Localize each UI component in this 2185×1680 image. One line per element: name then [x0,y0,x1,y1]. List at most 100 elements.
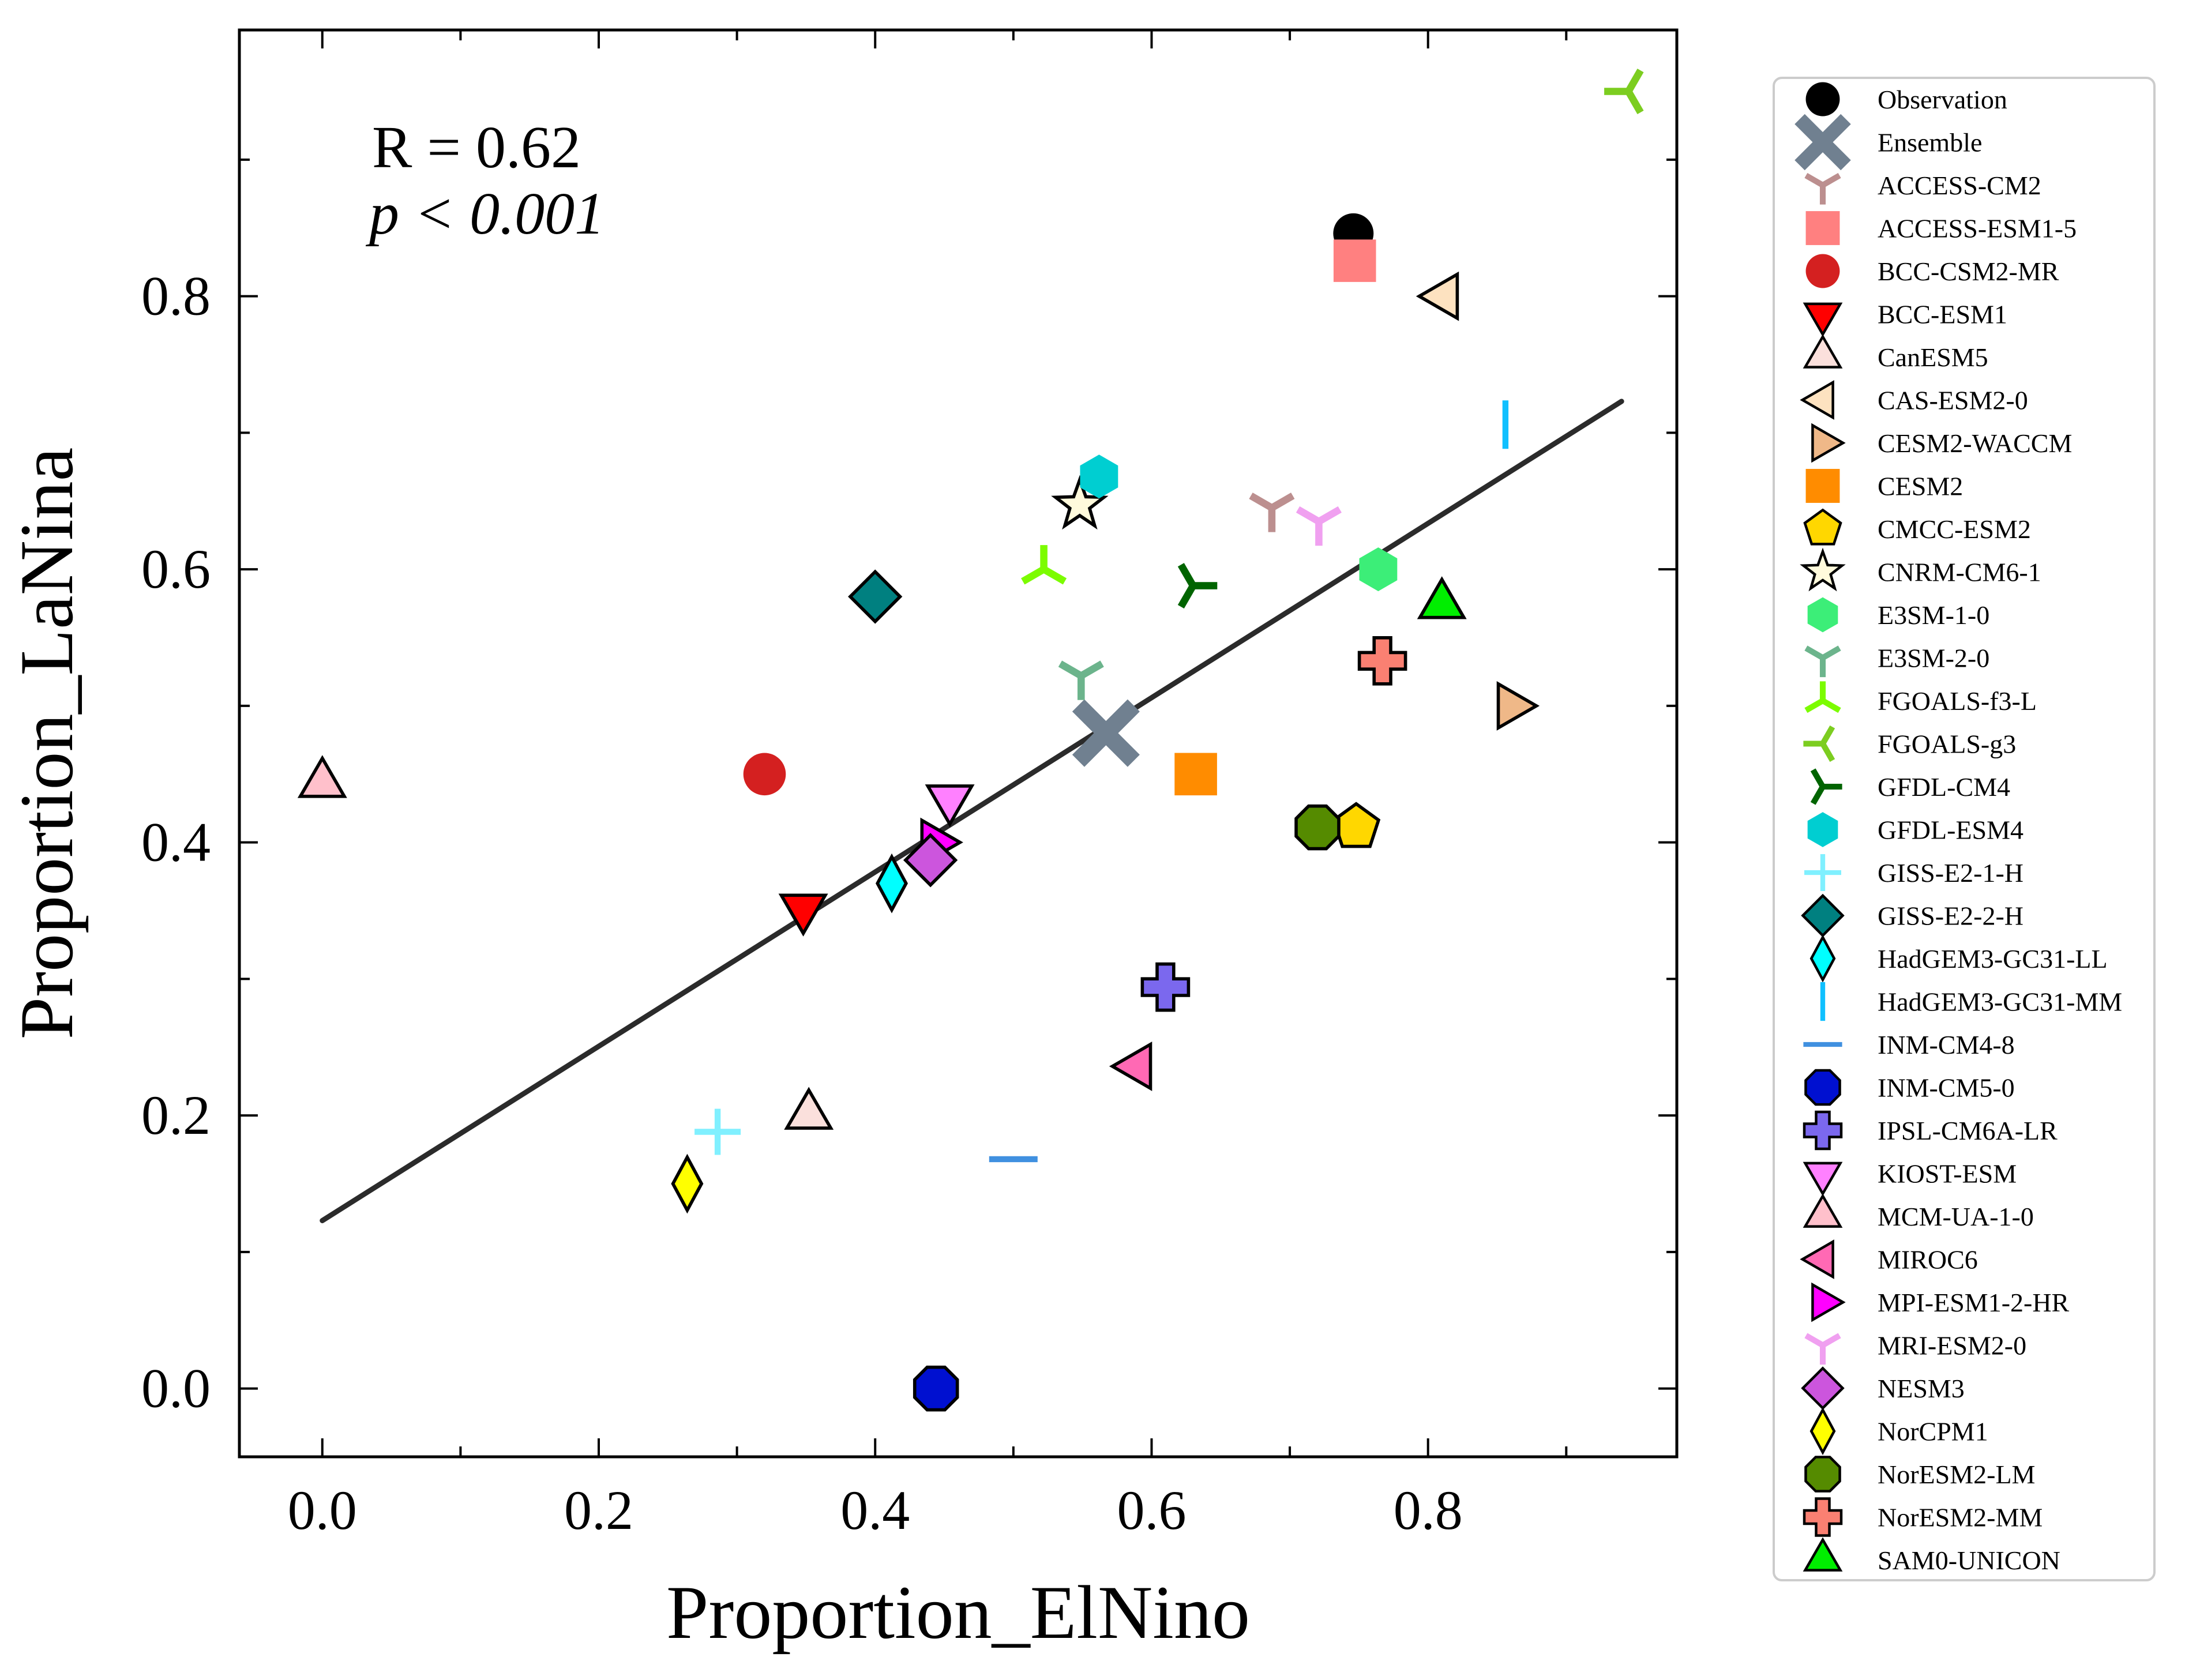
legend-label: Observation [1878,85,2007,114]
point-noresm2-mm [1357,636,1407,686]
legend-item: SAM0-UNICON [1803,1537,2060,1575]
legend-marker-mcm-ua-1-0 [1803,1193,1843,1228]
point-access-cm2 [1249,493,1295,532]
point-ipsl-cm6a-lr [1140,962,1191,1012]
legend-label: CanESM5 [1878,343,1988,372]
regression-line [320,399,1624,1223]
legend-label: KIOST-ESM [1878,1159,2017,1189]
x-tick-label: 0.4 [840,1479,910,1541]
legend-marker-fgoals-f3-l [1804,681,1841,713]
fit-line-layer [320,399,1624,1223]
legend-item: MIROC6 [1800,1239,1978,1279]
legend-marker-ipsl-cm6a-lr [1803,1110,1843,1151]
y-tick-label: 0.6 [141,538,211,600]
legend-item: BCC-ESM1 [1803,300,2007,337]
legend-label: BCC-ESM1 [1878,300,2007,329]
legend-item: CESM2-WACCM [1811,423,2072,463]
legend-marker-observation [1805,82,1840,116]
legend-item: Ensemble [1794,114,1982,171]
point-kiost-esm [925,784,975,828]
legend-item: MPI-ESM1-2-HR [1811,1282,2070,1322]
legend-label: INM-CM5-0 [1878,1073,2015,1103]
legend-item: CNRM-CM6-1 [1800,547,2041,592]
legend-label: NorESM2-MM [1878,1503,2043,1532]
legend-marker-mri-esm2-0 [1804,1333,1841,1365]
y-tick-label: 0.0 [141,1358,211,1419]
legend-marker-bcc-esm1 [1803,302,1843,337]
axis-ticks: 0.0 0.2 0.4 0.6 0.8 0.0 0.2 0.4 0.6 0.8 [141,30,1677,1541]
point-gfdl-cm4 [1177,563,1218,609]
legend-item: GISS-E2-2-H [1801,893,2023,938]
legend-marker-kiost-esm [1803,1162,1843,1197]
point-fgoals-g3 [1604,68,1644,115]
legend-item: MRI-ESM2-0 [1804,1331,2026,1365]
legend-marker-noresm2-mm [1803,1497,1843,1537]
point-gfdl-esm4 [1080,454,1118,499]
legend-item: NorESM2-LM [1804,1456,2035,1493]
x-axis-title: Proportion_ElNino [666,1570,1250,1655]
point-noresm2-lm [1294,804,1341,851]
legend-marker-cesm2 [1805,469,1840,503]
legend-marker-hadgem3-gc31-ll [1809,934,1836,983]
legend-marker-noresm2-lm [1804,1456,1841,1493]
point-cas-esm2-0 [1416,271,1459,321]
legend-label: SAM0-UNICON [1878,1546,2060,1575]
legend-item: GFDL-CM4 [1810,768,2010,805]
legend-item: Observation [1805,82,2007,116]
legend-item: IPSL-CM6A-LR [1803,1110,2058,1151]
legend-box [1773,77,2156,1581]
legend-label: GISS-E2-1-H [1878,858,2023,888]
point-fgoals-f3-l [1021,545,1067,585]
point-mri-esm2-0 [1296,506,1342,546]
legend-label: HadGEM3-GC31-MM [1878,987,2122,1017]
legend-item: INM-CM5-0 [1804,1069,2015,1106]
legend-marker-e3sm-1-0 [1807,597,1838,633]
point-sam0-unicon [1417,576,1467,619]
legend-label: IPSL-CM6A-LR [1878,1116,2058,1145]
point-hadgem3-gc31-ll [876,853,908,914]
legend-marker-sam0-unicon [1803,1537,1843,1572]
point-bcc-csm2-mr [743,753,786,796]
legend-item: NorCPM1 [1809,1407,1988,1456]
legend-marker-cnrm-cm6-1 [1800,547,1846,592]
legend-label: GFDL-ESM4 [1878,815,2023,845]
legend-marker-giss-e2-1-h [1804,854,1841,891]
point-cesm2-waccm [1496,681,1540,731]
legend-label: MCM-UA-1-0 [1878,1202,2034,1231]
legend-item: CESM2 [1805,469,1963,503]
legend: Observation Ensemble ACCESS-CM2 ACCESS-ESM1… [1773,77,2156,1581]
x-tick-label: 0.6 [1117,1479,1186,1541]
legend-item: GFDL-ESM4 [1807,812,2023,847]
legend-label: ACCESS-ESM1-5 [1878,214,2077,243]
legend-marker-miroc6 [1800,1239,1834,1279]
data-points [297,68,1644,1412]
legend-label: E3SM-1-0 [1878,600,1989,630]
legend-item: MCM-UA-1-0 [1803,1193,2034,1231]
legend-marker-norcpm1 [1809,1407,1836,1456]
legend-item: E3SM-1-0 [1807,597,1989,633]
legend-item: CAS-ESM2-0 [1800,380,2028,420]
plot-frame [238,28,1679,1459]
legend-label: MIROC6 [1878,1245,1978,1275]
legend-marker-ensemble [1794,114,1851,171]
point-cesm2 [1174,753,1217,796]
legend-label: CESM2-WACCM [1878,429,2072,458]
point-mcm-ua-1-0 [297,755,347,798]
legend-item: CMCC-ESM2 [1803,508,2031,546]
point-ensemble [1072,699,1140,767]
legend-marker-mpi-esm1-2-hr [1811,1282,1846,1322]
legend-label: MPI-ESM1-2-HR [1878,1288,2070,1317]
legend-label: FGOALS-g3 [1878,730,2016,759]
legend-label: HadGEM3-GC31-LL [1878,944,2108,974]
y-tick-label: 0.2 [141,1084,211,1146]
legend-marker-canesm5 [1803,334,1843,369]
legend-label: Ensemble [1878,128,1982,157]
legend-label: CNRM-CM6-1 [1878,558,2041,587]
legend-item: BCC-CSM2-MR [1805,254,2059,288]
legend-marker-nesm3 [1801,1366,1845,1410]
legend-marker-inm-cm5-0 [1804,1069,1841,1106]
r-annotation: R = 0.62 [372,114,581,181]
legend-marker-fgoals-g3 [1803,725,1835,762]
legend-label: FGOALS-f3-L [1878,686,2037,716]
